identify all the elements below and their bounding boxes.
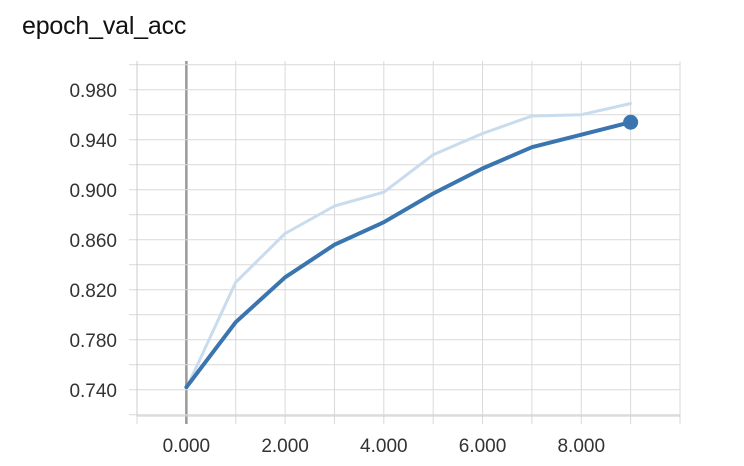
x-tick-label: 8.000 xyxy=(557,436,605,457)
y-tick-label: 0.780 xyxy=(69,331,117,352)
y-tick-label: 0.940 xyxy=(69,131,117,152)
last-point-marker[interactable] xyxy=(623,114,639,130)
y-tick-label: 0.740 xyxy=(69,381,117,402)
axes xyxy=(136,61,680,417)
chart-title: epoch_val_acc xyxy=(22,12,187,40)
grid-lines xyxy=(129,61,681,424)
series-layer xyxy=(184,102,639,390)
x-tick-label: 6.000 xyxy=(459,436,507,457)
x-tick-label: 4.000 xyxy=(360,436,408,457)
y-tick-label: 0.980 xyxy=(69,81,117,102)
y-tick-label: 0.820 xyxy=(69,281,117,302)
y-tick-label: 0.860 xyxy=(69,231,117,252)
x-tick-label: 0.000 xyxy=(163,436,211,457)
x-tick-label: 2.000 xyxy=(261,436,309,457)
y-tick-label: 0.900 xyxy=(69,181,117,202)
raw-series-line xyxy=(184,102,633,390)
smoothed-series-line xyxy=(184,120,633,390)
tick-labels: 0.740 0.780 0.820 0.860 0.900 0.940 0.980 0.000… xyxy=(69,81,605,457)
